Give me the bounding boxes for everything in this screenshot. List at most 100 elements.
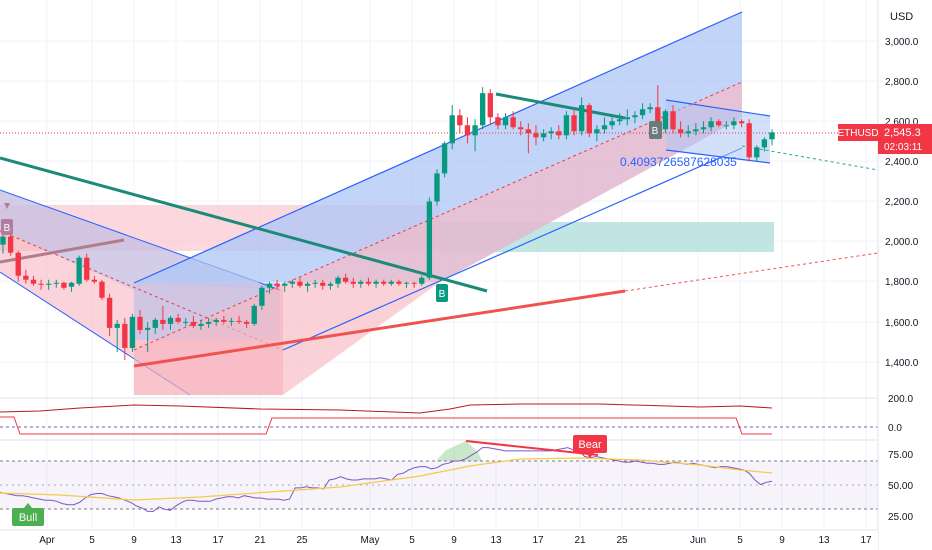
candle-body [175,317,181,322]
candle-body [403,282,410,284]
candle-body [434,173,440,202]
candle-body [655,107,661,130]
channel-up-bottom[interactable] [282,147,743,351]
candle-body [312,282,318,284]
candle-body [266,283,273,288]
price-tick: 2,600.0 [885,117,919,128]
candle-body [563,115,570,136]
channel-up-fill-pink[interactable] [134,82,742,395]
channel-right-fill[interactable] [666,100,770,163]
channel-right-top[interactable] [665,99,771,117]
indicator-2-pane[interactable]: Bear Bull [0,435,878,526]
channel-up-mid[interactable] [133,81,743,351]
time-tick: 21 [574,535,586,546]
last-price-countdown: 02:03:11 [884,142,923,153]
time-tick: 17 [860,535,872,546]
candle-body [350,281,356,284]
channel-up-top[interactable] [133,11,743,284]
candle-body [723,125,729,127]
indicator-1-pane[interactable] [0,403,878,435]
candle-body [769,132,775,140]
price-tick: 2,000.0 [885,237,919,248]
candle-body [685,131,691,134]
candle-body [693,129,699,132]
indicator-1-line-lower [0,416,772,435]
candle-body [289,281,295,284]
marker-b-left-text: B [4,223,11,234]
candle-body [540,133,547,138]
indicator-1-line-upper [0,403,773,414]
marker-b-right-text: B [652,126,659,137]
candle-body [297,281,303,286]
candle-body [84,257,90,280]
candle-body [114,323,120,328]
candle-body [624,117,631,120]
candle-body [738,121,745,124]
candle-body [533,133,539,138]
marker-b-mid[interactable]: B [436,284,448,302]
price-tick: 1,600.0 [885,318,919,329]
time-tick: 25 [296,535,308,546]
fib-ratio-label: 0.4093726587628035 [620,155,737,169]
candle-body [30,279,37,284]
symbol-tag[interactable]: ETHUSD [837,124,879,141]
candle-body [335,277,341,284]
candle-body [518,127,524,130]
trendline-red-long[interactable] [133,289,626,368]
candle-body [411,282,417,284]
candle-body [365,281,372,284]
time-tick: 5 [409,535,415,546]
candle-body [502,117,509,126]
rsi-line [0,447,773,512]
candle-body [609,121,615,126]
time-axis[interactable]: Apr 5 9 13 17 21 25 May 5 9 13 17 21 25 … [0,529,878,550]
candle-body [15,252,21,276]
candle-body [167,317,174,324]
trendline-red-ext[interactable] [624,252,879,292]
candle-body [662,111,669,130]
time-tick: Apr [39,535,55,546]
candle-body [152,319,158,328]
candle-body [259,287,265,306]
bull-label-text: Bull [19,512,37,524]
indicator-1-tick: 200.0 [888,394,913,405]
candle-body [213,319,219,322]
trendline-teal-dashed[interactable] [741,145,879,171]
drawing-tools[interactable] [0,11,879,396]
time-tick: 13 [170,535,182,546]
rsi-tick: 25.00 [888,512,913,523]
marker-b-left[interactable]: B [1,203,13,235]
candle-body [601,125,608,130]
time-tick: 21 [254,535,266,546]
candle-body [68,282,75,287]
bear-label[interactable]: Bear [573,435,607,458]
candle-body [746,123,752,158]
time-tick: 13 [818,535,830,546]
candle-body [0,236,6,245]
candle-body [571,115,577,132]
bull-label[interactable]: Bull [12,503,44,526]
candle-body [441,143,448,174]
last-price-tag[interactable]: 2,545.3 02:03:11 [878,124,932,154]
time-tick: 9 [451,535,457,546]
time-tick: Jun [690,535,706,546]
trendline-teal-long[interactable] [0,156,488,293]
candle-body [548,131,554,134]
candle-body [144,327,151,330]
candle-body [129,316,136,348]
symbol-tag-text: ETHUSD [837,128,878,139]
price-tick: 1,400.0 [885,358,919,369]
time-tick: 9 [131,535,137,546]
candle-body [700,127,707,130]
candle-body [327,283,334,286]
candle-body [556,131,562,136]
marker-b-right[interactable]: B [649,121,662,139]
channel-right-bottom[interactable] [665,149,771,164]
price-tick: 3,000.0 [885,37,919,48]
candle-body [419,277,425,284]
price-tick: 2,800.0 [885,77,919,88]
price-axis[interactable]: USD 3,000.0 2,800.0 2,600.0 2,400.0 2,20… [877,0,932,550]
rsi-ma-line [0,457,773,501]
trendline-teal-short[interactable] [495,92,626,120]
